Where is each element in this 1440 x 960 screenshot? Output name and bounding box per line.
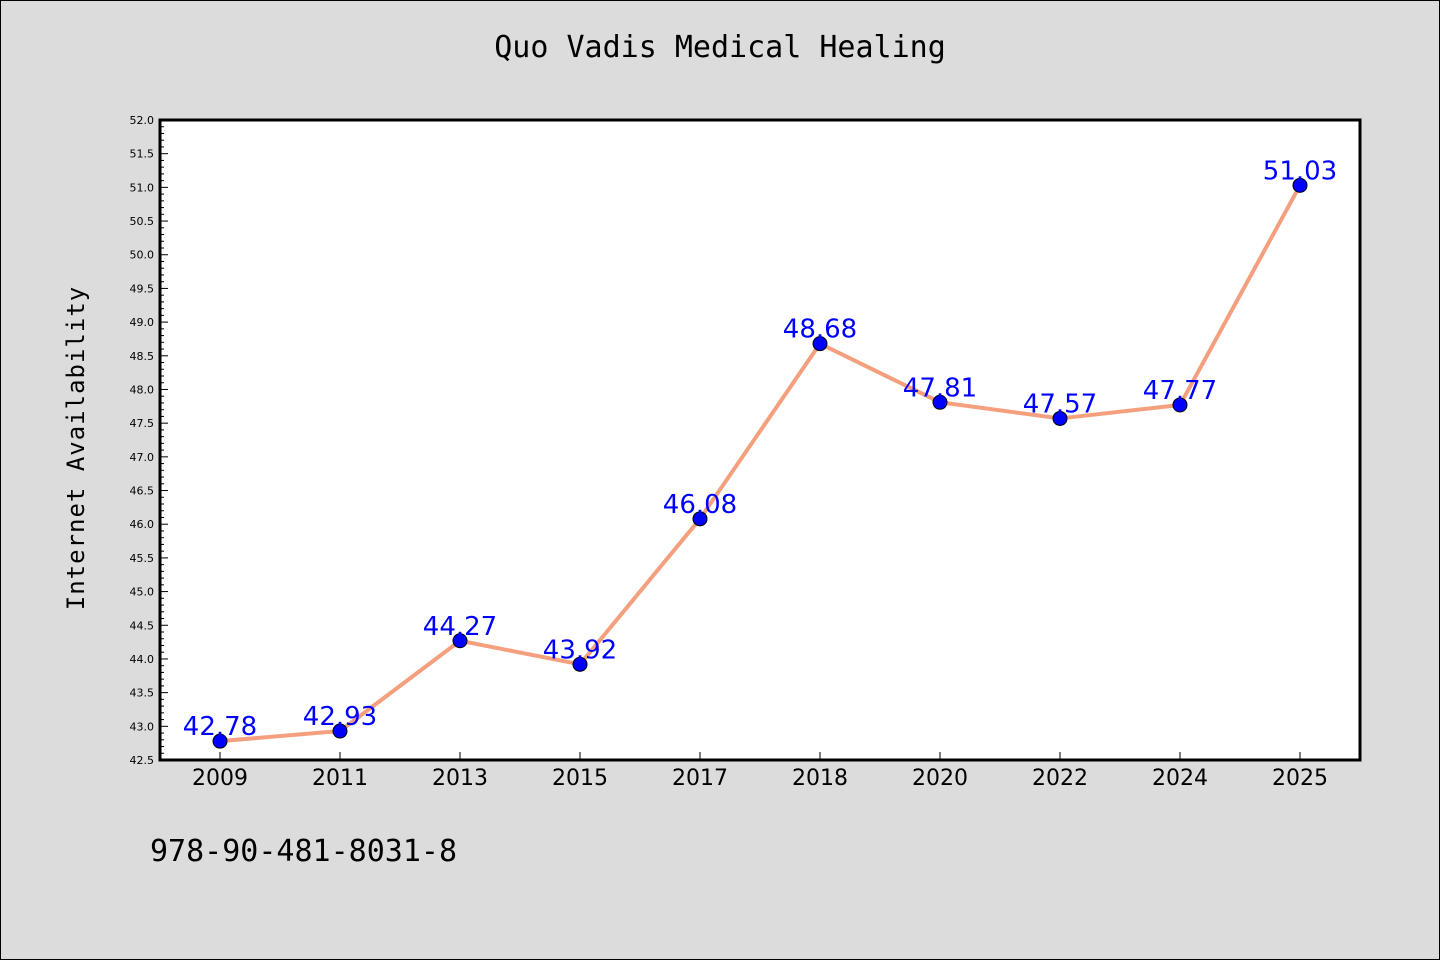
y-tick-label: 52.0 bbox=[130, 114, 155, 127]
y-tick-label: 51.0 bbox=[130, 181, 155, 194]
data-label: 48.68 bbox=[783, 315, 857, 345]
data-point bbox=[452, 633, 468, 649]
data-label: 43.92 bbox=[543, 635, 617, 665]
data-label: 47.81 bbox=[903, 373, 977, 403]
y-tick-label: 43.0 bbox=[130, 720, 155, 733]
x-tick-label: 2022 bbox=[1032, 766, 1088, 791]
y-tick-label: 46.5 bbox=[130, 485, 155, 498]
x-tick-label: 2013 bbox=[432, 766, 488, 791]
data-label: 46.08 bbox=[663, 490, 737, 520]
x-tick-label: 2025 bbox=[1272, 766, 1328, 791]
data-point bbox=[692, 511, 708, 527]
y-tick-label: 42.5 bbox=[130, 754, 155, 767]
data-point bbox=[572, 656, 588, 672]
y-tick-label: 46.0 bbox=[130, 518, 155, 531]
x-tick-label: 2018 bbox=[792, 766, 848, 791]
data-label: 47.77 bbox=[1143, 376, 1217, 406]
y-tick-label: 44.0 bbox=[130, 653, 155, 666]
series-line bbox=[218, 183, 1302, 744]
y-tick-label: 50.5 bbox=[130, 215, 155, 228]
y-tick-label: 49.5 bbox=[130, 282, 155, 295]
y-tick-label: 44.5 bbox=[130, 619, 155, 632]
x-tick-label: 2009 bbox=[192, 766, 248, 791]
y-tick-label: 51.5 bbox=[130, 148, 155, 161]
data-point bbox=[1052, 410, 1068, 426]
footer-code: 978-90-481-8031-8 bbox=[150, 834, 458, 869]
data-label: 47.57 bbox=[1023, 389, 1097, 419]
x-tick-label: 2017 bbox=[672, 766, 728, 791]
plot-area bbox=[160, 120, 1360, 760]
x-tick-label: 2015 bbox=[552, 766, 608, 791]
data-point bbox=[812, 336, 828, 352]
y-tick-label: 50.0 bbox=[130, 249, 155, 262]
data-label: 42.78 bbox=[183, 712, 257, 742]
x-tick-label: 2020 bbox=[912, 766, 968, 791]
plot-border bbox=[158, 118, 1362, 762]
data-point bbox=[932, 394, 948, 410]
chart-title: Quo Vadis Medical Healing bbox=[494, 30, 946, 65]
x-tick-label: 2011 bbox=[312, 766, 368, 791]
data-point bbox=[212, 733, 228, 749]
data-label: 51.03 bbox=[1263, 156, 1337, 186]
data-label: 42.93 bbox=[303, 702, 377, 732]
x-tick-label: 2024 bbox=[1152, 766, 1208, 791]
y-tick-label: 48.5 bbox=[130, 350, 155, 363]
data-point bbox=[1292, 177, 1308, 193]
y-tick-label: 47.0 bbox=[130, 451, 155, 464]
data-point bbox=[332, 723, 348, 739]
data-label: 44.27 bbox=[423, 612, 497, 642]
y-tick-label: 47.5 bbox=[130, 417, 155, 430]
y-tick-label: 45.0 bbox=[130, 586, 155, 599]
y-tick-label: 43.5 bbox=[130, 687, 155, 700]
y-tick-label: 48.0 bbox=[130, 383, 155, 396]
data-point bbox=[1172, 397, 1188, 413]
y-tick-label: 49.0 bbox=[130, 316, 155, 329]
y-tick-label: 45.5 bbox=[130, 552, 155, 565]
